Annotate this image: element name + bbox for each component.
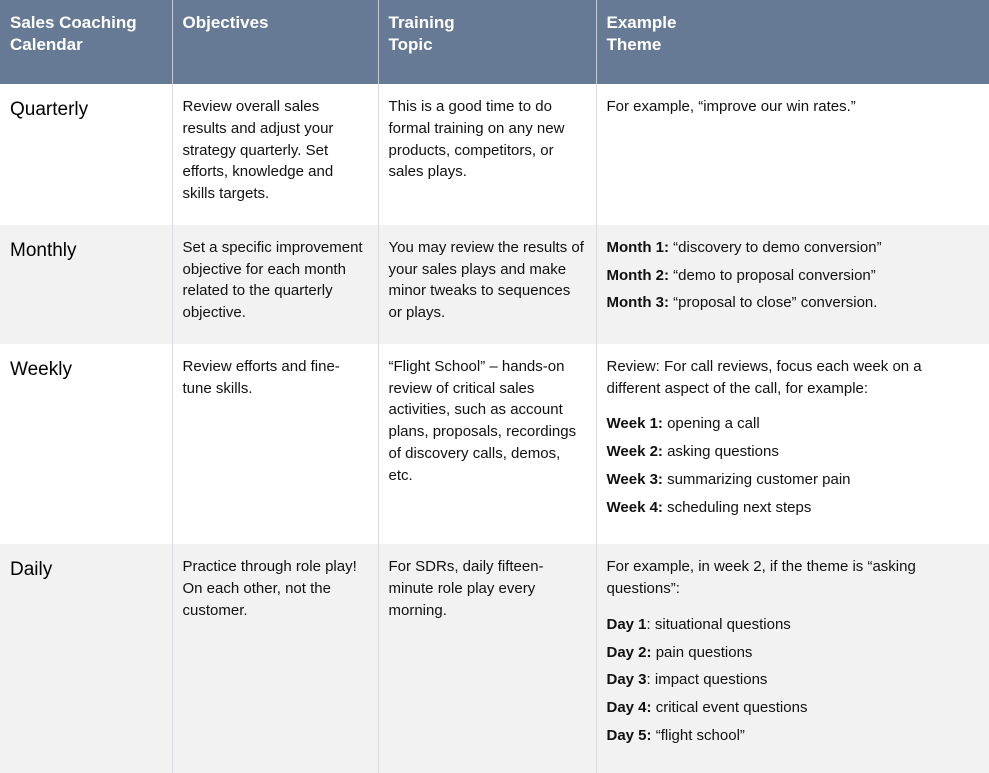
- example-item-label: Day 2:: [607, 644, 652, 661]
- col-header-calendar: Sales Coaching Calendar: [0, 0, 172, 84]
- cell-objectives: Set a specific improvement objective for…: [172, 225, 378, 344]
- example-item-label: Week 1:: [607, 415, 663, 432]
- cell-example: For example, “improve our win rates.”: [596, 84, 989, 225]
- example-item-text: pain questions: [652, 644, 753, 661]
- example-item-text: opening a call: [663, 415, 760, 432]
- example-item-text: “proposal to close” conversion.: [669, 294, 877, 311]
- example-item: Day 5: “flight school”: [607, 725, 980, 747]
- example-item-text: : impact questions: [647, 671, 768, 688]
- table-row: Monthly Set a specific improvement object…: [0, 225, 989, 344]
- example-item-label: Week 2:: [607, 443, 663, 460]
- example-intro: Review: For call reviews, focus each wee…: [607, 356, 980, 400]
- example-item-text: scheduling next steps: [663, 499, 811, 516]
- table-row: Daily Practice through role play! On each…: [0, 544, 989, 772]
- cell-training: You may review the results of your sales…: [378, 225, 596, 344]
- example-item-label: Day 1: [607, 616, 647, 633]
- cell-training: “Flight School” – hands-on review of cri…: [378, 344, 596, 545]
- example-item: Week 1: opening a call: [607, 413, 980, 435]
- example-item: Day 4: critical event questions: [607, 697, 980, 719]
- cell-objectives: Review overall sales results and adjust …: [172, 84, 378, 225]
- header-row: Sales Coaching Calendar Objectives Train…: [0, 0, 989, 84]
- example-item-label: Day 5:: [607, 727, 652, 744]
- cell-training: This is a good time to do formal trainin…: [378, 84, 596, 225]
- example-item-label: Month 1:: [607, 239, 669, 256]
- example-item-text: critical event questions: [652, 699, 808, 716]
- cell-period: Weekly: [0, 344, 172, 545]
- period-label: Weekly: [10, 356, 162, 384]
- cell-objectives: Review efforts and fine-tune skills.: [172, 344, 378, 545]
- example-item-text: “demo to proposal conversion”: [669, 267, 876, 284]
- cell-training: For SDRs, daily fifteen-minute role play…: [378, 544, 596, 772]
- example-item-label: Day 4:: [607, 699, 652, 716]
- period-label: Daily: [10, 556, 162, 584]
- example-item: Day 1: situational questions: [607, 614, 980, 636]
- period-label: Monthly: [10, 237, 162, 265]
- period-label: Quarterly: [10, 96, 162, 124]
- table-row: Weekly Review efforts and fine-tune skill…: [0, 344, 989, 545]
- sales-coaching-table: Sales Coaching Calendar Objectives Train…: [0, 0, 989, 773]
- example-item: Month 1: “discovery to demo conversion”: [607, 237, 980, 259]
- example-intro: For example, in week 2, if the theme is …: [607, 556, 980, 600]
- example-item-text: “flight school”: [652, 727, 745, 744]
- cell-period: Quarterly: [0, 84, 172, 225]
- example-item-label: Month 2:: [607, 267, 669, 284]
- example-item-label: Week 4:: [607, 499, 663, 516]
- example-item: Day 3: impact questions: [607, 669, 980, 691]
- cell-example: Review: For call reviews, focus each wee…: [596, 344, 989, 545]
- example-item: Day 2: pain questions: [607, 642, 980, 664]
- example-item-text: summarizing customer pain: [663, 471, 851, 488]
- example-item: Week 4: scheduling next steps: [607, 497, 980, 519]
- col-header-training: TrainingTopic: [378, 0, 596, 84]
- table-row: Quarterly Review overall sales results an…: [0, 84, 989, 225]
- cell-period: Monthly: [0, 225, 172, 344]
- example-item: Month 3: “proposal to close” conversion.: [607, 292, 980, 314]
- example-item: Week 3: summarizing customer pain: [607, 469, 980, 491]
- example-item-text: asking questions: [663, 443, 779, 460]
- example-item-label: Month 3:: [607, 294, 669, 311]
- col-header-example: ExampleTheme: [596, 0, 989, 84]
- example-item-label: Week 3:: [607, 471, 663, 488]
- cell-example: Month 1: “discovery to demo conversion”M…: [596, 225, 989, 344]
- example-item-label: Day 3: [607, 671, 647, 688]
- example-item-text: “discovery to demo conversion”: [669, 239, 882, 256]
- example-intro: For example, “improve our win rates.”: [607, 96, 980, 118]
- example-item: Week 2: asking questions: [607, 441, 980, 463]
- cell-example: For example, in week 2, if the theme is …: [596, 544, 989, 772]
- cell-objectives: Practice through role play! On each othe…: [172, 544, 378, 772]
- col-header-objectives: Objectives: [172, 0, 378, 84]
- example-item-text: : situational questions: [647, 616, 791, 633]
- example-item: Month 2: “demo to proposal conversion”: [607, 265, 980, 287]
- cell-period: Daily: [0, 544, 172, 772]
